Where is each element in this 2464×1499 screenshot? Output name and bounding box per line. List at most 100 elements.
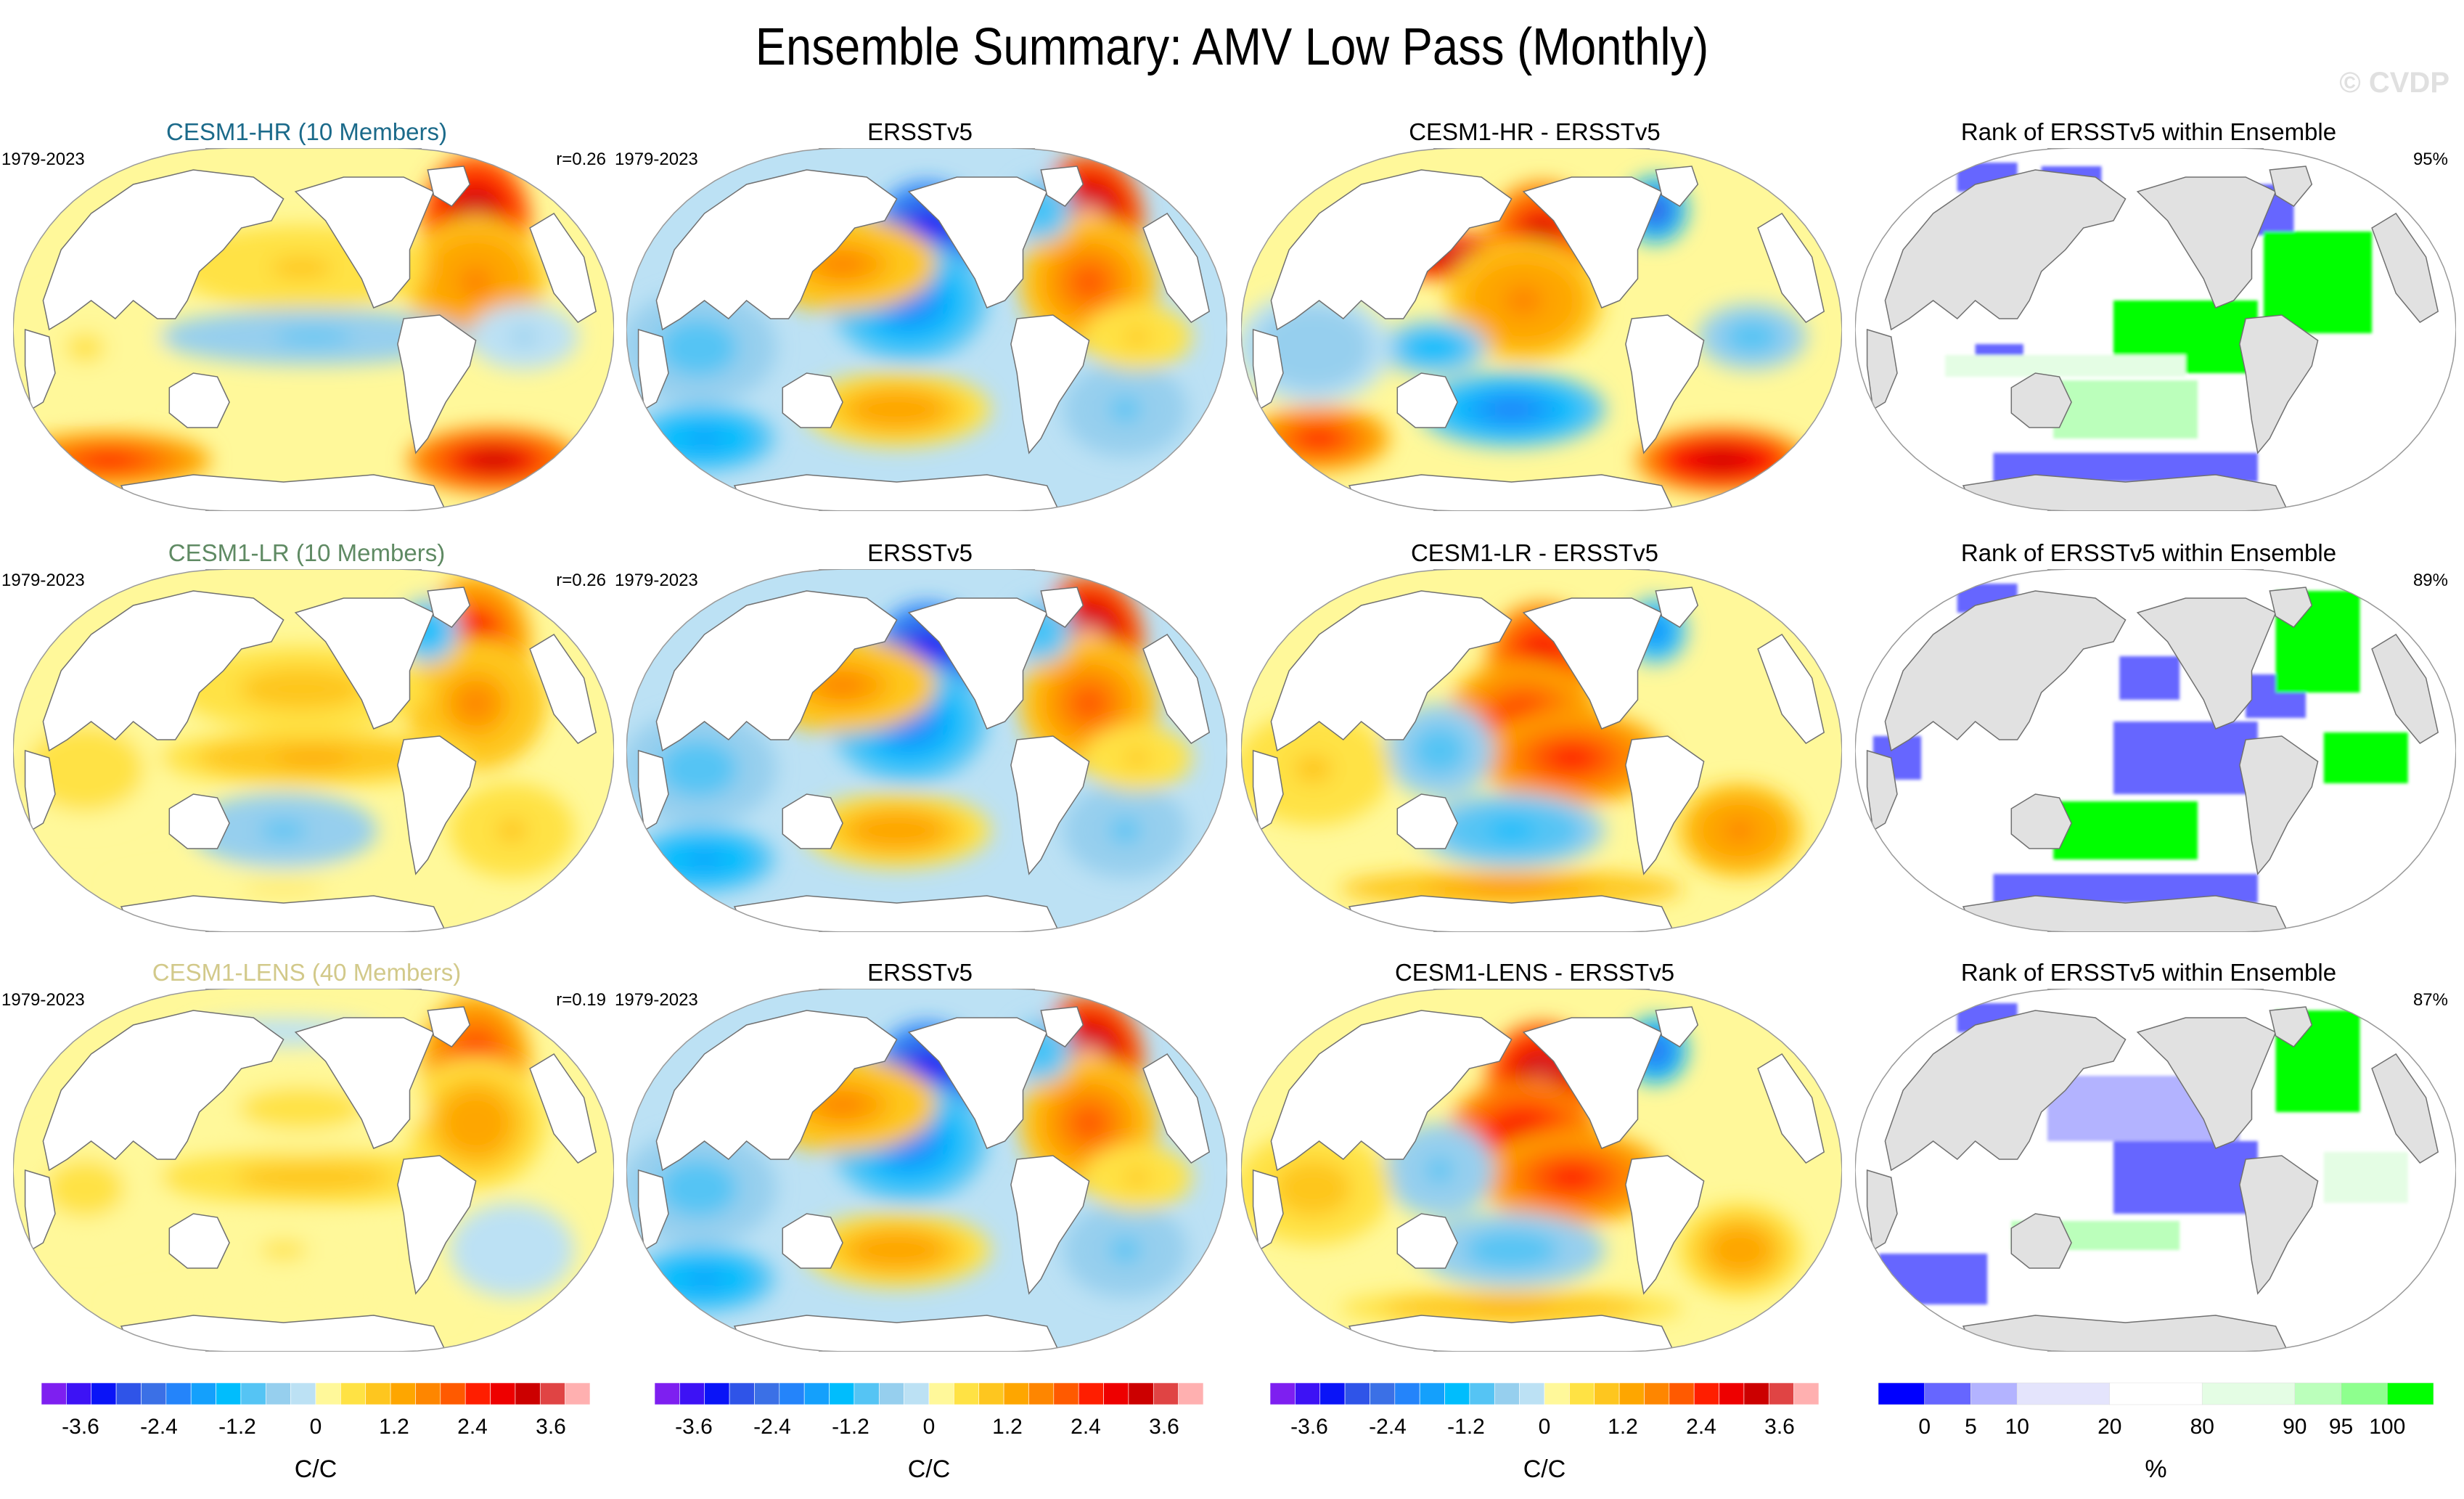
continent-outline: [1040, 587, 1084, 628]
pattern-correlation-label: r=0.26: [556, 150, 606, 169]
continent-outline: [1655, 587, 1699, 628]
colorbar-swatch: [1419, 1382, 1445, 1405]
anomaly-region: [1071, 687, 1107, 720]
colorbar-tick-label: -1.2: [1447, 1415, 1485, 1439]
colorbar-tick-label: 3.6: [536, 1415, 566, 1439]
colorbar-unit: %: [2145, 1455, 2167, 1483]
continent-outline: [397, 1155, 477, 1295]
colorbar-tick-label: 1.2: [1608, 1415, 1638, 1439]
colorbar-diff: -3.6 -2.4 -1.2 0 1.2 2.4 3.6 C/C: [1269, 1382, 1820, 1499]
continent-outline: [2136, 176, 2277, 309]
colorbar-tick-label: 100: [2369, 1415, 2405, 1439]
anomaly-region: [1425, 1158, 1454, 1183]
continent-outline: [1040, 1006, 1084, 1047]
colorbar-swatch: [340, 1382, 367, 1405]
continent-outline: [1522, 597, 1663, 730]
anomaly-region: [687, 430, 722, 447]
anomaly-region: [1488, 821, 1535, 840]
continent-outline: [1270, 169, 1513, 331]
continent-outline: [907, 176, 1048, 309]
global-map: [1855, 989, 2456, 1352]
continent-outline: [529, 212, 597, 323]
colorbar-swatch: [829, 1382, 855, 1405]
colorbar-swatch: [1693, 1382, 1719, 1405]
continent-outline: [2269, 587, 2313, 628]
colorbar-swatch: [1269, 1382, 1296, 1405]
map-border: [1855, 148, 2456, 511]
colorbar-swatch: [66, 1382, 92, 1405]
continent-outline: [1962, 474, 2289, 511]
global-map: [13, 148, 614, 511]
continent-outline: [2239, 1155, 2319, 1295]
anomaly-region: [509, 328, 538, 346]
continent-outline: [120, 1315, 447, 1352]
colorbar-swatch: [216, 1382, 242, 1405]
panel-title: CESM1-HR (10 Members): [166, 118, 447, 145]
colorbar-swatch: [1178, 1382, 1204, 1405]
anomaly-region: [1301, 430, 1337, 447]
colorbar-swatch: [679, 1382, 705, 1405]
colorbar-swatch: [1970, 1382, 2018, 1405]
anomaly-region: [1109, 818, 1141, 843]
anomaly-region: [65, 1174, 105, 1203]
anomaly-region: [819, 252, 867, 277]
continent-outline: [655, 169, 898, 331]
continent-outline: [168, 1213, 230, 1269]
colorbar-tick-label: 3.6: [1764, 1415, 1795, 1439]
model-panel: CESM1-HR (10 Members) 1979-2023 r=0.26: [0, 118, 614, 524]
colorbar-tick-label: 3.6: [1149, 1415, 1179, 1439]
anomaly-region: [458, 1106, 494, 1140]
colorbar-swatch: [490, 1382, 516, 1405]
continent-outline: [1962, 1315, 2289, 1352]
continent-outline: [1396, 1213, 1458, 1269]
anomaly-region: [1071, 1106, 1107, 1140]
anomaly-region: [1548, 1165, 1595, 1190]
continent-outline: [1348, 1315, 1675, 1352]
continent-outline: [2371, 212, 2439, 323]
continent-outline: [24, 1169, 56, 1251]
colorbar-swatch: [1444, 1382, 1470, 1405]
continent-outline: [1866, 1169, 1898, 1251]
anomaly-region: [270, 257, 333, 279]
colorbar-swatch: [654, 1382, 680, 1405]
continent-outline: [1655, 1006, 1699, 1047]
map-border: [13, 989, 614, 1352]
anomaly-region: [1504, 285, 1544, 316]
anomaly-region: [1548, 746, 1595, 770]
colorbar-swatch: [1394, 1382, 1420, 1405]
colorbar-tick-label: 5: [1965, 1415, 1977, 1439]
continent-outline: [2371, 1053, 2439, 1164]
pattern-correlation-label: r=0.26: [556, 571, 606, 590]
colorbar-tick-label: 95: [2329, 1415, 2353, 1439]
colorbar-swatch: [1344, 1382, 1370, 1405]
colorbar-tick-label: -1.2: [218, 1415, 256, 1439]
continent-outline: [2269, 1006, 2313, 1047]
anomaly-region: [458, 266, 494, 299]
global-map: [13, 569, 614, 932]
anomaly-region: [274, 330, 353, 344]
colorbar-model-svg: -3.6 -2.4 -1.2 0 1.2 2.4 3.6: [41, 1382, 591, 1439]
continent-outline: [427, 587, 471, 628]
colorbar-tick-label: -3.6: [62, 1415, 99, 1439]
model-panel: CESM1-LR (10 Members) 1979-2023 r=0.26: [0, 539, 614, 945]
cvdp-watermark: © CVDP: [2339, 67, 2449, 99]
continent-outline: [1142, 1053, 1211, 1164]
continent-outline: [120, 895, 447, 932]
continent-outline: [24, 749, 56, 832]
panel-title: CESM1-LENS (40 Members): [152, 959, 462, 986]
colorbar-swatch: [803, 1382, 830, 1405]
continent-outline: [637, 1169, 669, 1251]
rank-panel: Rank of ERSSTv5 within Ensemble 87%: [1842, 958, 2456, 1365]
colorbar-tick-label: 10: [2005, 1415, 2029, 1439]
colorbar-tick-label: -1.2: [832, 1415, 869, 1439]
colorbar-tick-label: -3.6: [1290, 1415, 1328, 1439]
continent-outline: [907, 597, 1048, 730]
continent-outline: [637, 328, 669, 411]
colorbar-swatch: [978, 1382, 1004, 1405]
continent-outline: [1625, 735, 1705, 875]
colorbar-swatch: [1519, 1382, 1545, 1405]
continent-outline: [1522, 1017, 1663, 1149]
anomaly-region: [1071, 266, 1107, 299]
panel-title: Rank of ERSSTv5 within Ensemble: [1960, 118, 2337, 145]
colorbar-diff-svg: -3.6 -2.4 -1.2 0 1.2 2.4 3.6: [1269, 1382, 1820, 1439]
